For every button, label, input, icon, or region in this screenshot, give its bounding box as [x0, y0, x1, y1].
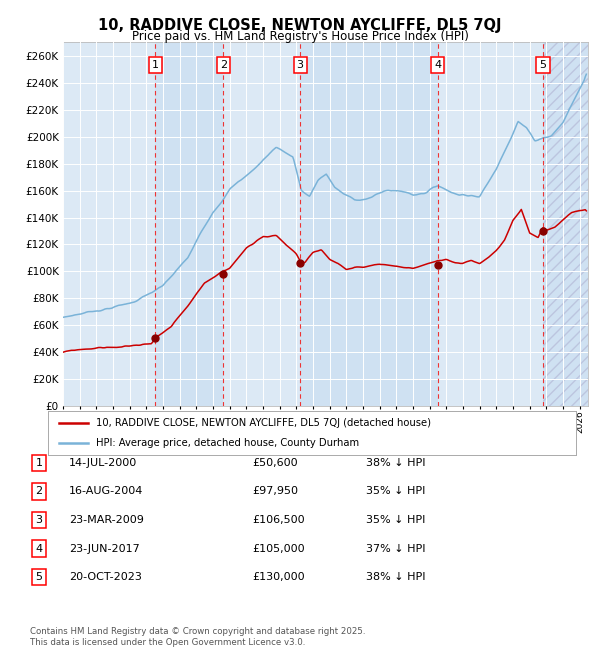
Bar: [543, 42, 588, 406]
Text: 4: 4: [434, 60, 441, 70]
Bar: [543, 42, 588, 406]
Text: 35% ↓ HPI: 35% ↓ HPI: [366, 515, 425, 525]
Text: 4: 4: [35, 543, 43, 554]
Text: 38% ↓ HPI: 38% ↓ HPI: [366, 572, 425, 582]
Text: HPI: Average price, detached house, County Durham: HPI: Average price, detached house, Coun…: [95, 438, 359, 448]
Text: 5: 5: [539, 60, 547, 70]
Text: 14-JUL-2000: 14-JUL-2000: [69, 458, 137, 468]
Text: 2: 2: [35, 486, 43, 497]
Text: 3: 3: [296, 60, 304, 70]
Text: 20-OCT-2023: 20-OCT-2023: [69, 572, 142, 582]
Text: £105,000: £105,000: [252, 543, 305, 554]
Text: Contains HM Land Registry data © Crown copyright and database right 2025.
This d: Contains HM Land Registry data © Crown c…: [30, 627, 365, 647]
Text: 3: 3: [35, 515, 43, 525]
Text: 2: 2: [220, 60, 227, 70]
Text: 37% ↓ HPI: 37% ↓ HPI: [366, 543, 425, 554]
Bar: [300, 42, 437, 406]
Text: 23-JUN-2017: 23-JUN-2017: [69, 543, 140, 554]
Text: £106,500: £106,500: [252, 515, 305, 525]
Text: 38% ↓ HPI: 38% ↓ HPI: [366, 458, 425, 468]
Text: 1: 1: [35, 458, 43, 468]
Text: 23-MAR-2009: 23-MAR-2009: [69, 515, 144, 525]
Text: 16-AUG-2004: 16-AUG-2004: [69, 486, 143, 497]
Text: 10, RADDIVE CLOSE, NEWTON AYCLIFFE, DL5 7QJ (detached house): 10, RADDIVE CLOSE, NEWTON AYCLIFFE, DL5 …: [95, 418, 431, 428]
Text: Price paid vs. HM Land Registry's House Price Index (HPI): Price paid vs. HM Land Registry's House …: [131, 30, 469, 43]
Text: £50,600: £50,600: [252, 458, 298, 468]
Text: 1: 1: [152, 60, 159, 70]
Text: 5: 5: [35, 572, 43, 582]
Bar: [155, 42, 223, 406]
Text: 35% ↓ HPI: 35% ↓ HPI: [366, 486, 425, 497]
Text: £130,000: £130,000: [252, 572, 305, 582]
Text: 10, RADDIVE CLOSE, NEWTON AYCLIFFE, DL5 7QJ: 10, RADDIVE CLOSE, NEWTON AYCLIFFE, DL5 …: [98, 18, 502, 32]
Text: £97,950: £97,950: [252, 486, 298, 497]
